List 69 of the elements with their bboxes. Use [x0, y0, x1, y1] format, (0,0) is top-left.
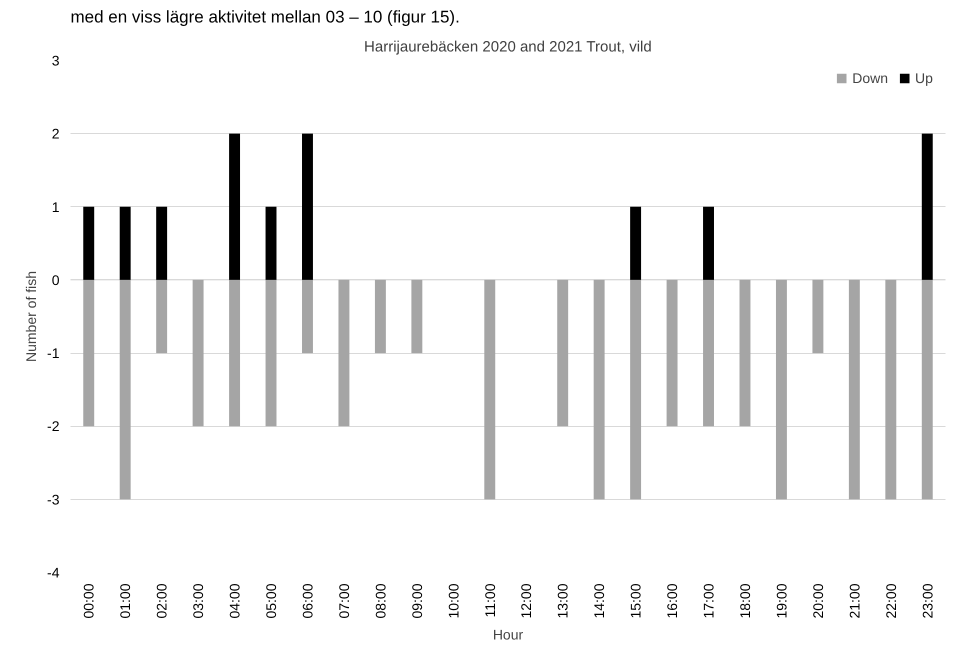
bar: [922, 134, 933, 280]
bar: [156, 206, 168, 280]
x-axis-title: Hour: [492, 626, 524, 643]
x-tick-label: 18:00: [736, 583, 753, 619]
y-tick-label: -3: [47, 491, 60, 508]
x-tick-label: 12:00: [518, 583, 534, 619]
x-tick-label: 09:00: [408, 583, 425, 619]
x-tick-label: 11:00: [482, 583, 498, 618]
y-tick-label: -1: [47, 345, 60, 362]
bar: [229, 134, 240, 280]
bar: [192, 280, 204, 426]
y-axis-title: Number of fish: [23, 270, 40, 362]
bar: [374, 280, 386, 354]
x-tick-label: 07:00: [336, 583, 352, 619]
bar: [83, 280, 94, 426]
y-tick-label: 0: [52, 272, 60, 288]
bar: [229, 280, 240, 426]
x-tick-label: 08:00: [372, 583, 388, 619]
chart-title: Harrijaurebäcken 2020 and 2021 Trout, vild: [364, 38, 652, 56]
bar: [630, 206, 642, 280]
legend-label: Down: [852, 70, 888, 86]
bar: [594, 280, 605, 500]
x-tick-label: 13:00: [554, 583, 571, 619]
y-tick-label: 3: [52, 52, 60, 68]
bar: [266, 206, 276, 280]
y-tick-label: 2: [52, 126, 60, 142]
x-tick-label: 02:00: [154, 583, 170, 619]
bar: [411, 280, 422, 354]
bar: [848, 280, 860, 500]
x-tick-label: 15:00: [628, 583, 644, 619]
bar: [740, 280, 750, 426]
bar: [120, 280, 131, 500]
x-tick-label: 16:00: [664, 583, 680, 619]
x-tick-label: 10:00: [445, 583, 462, 619]
bar: [666, 280, 678, 426]
bar: [266, 280, 276, 426]
y-tick-label: -4: [47, 564, 60, 580]
bar: [302, 280, 313, 354]
x-tick-label: 06:00: [299, 583, 316, 619]
bar: [302, 134, 313, 280]
legend-label: Up: [915, 70, 934, 86]
text: med en viss lägre aktivitet mellan 03 – 10 (figur 15).: [70, 8, 460, 26]
y-tick-label: -2: [47, 418, 60, 434]
x-tick-label: 22:00: [882, 583, 899, 619]
bar: [703, 280, 714, 426]
x-tick-label: 14:00: [591, 583, 608, 619]
bar: [120, 206, 131, 280]
bar: [922, 280, 933, 500]
bar: [885, 280, 896, 500]
y-tick-label: 1: [52, 198, 60, 215]
bar: [812, 280, 824, 354]
bar: [484, 280, 496, 500]
bar: [776, 280, 787, 500]
x-tick-label: 23:00: [919, 583, 936, 619]
x-tick-label: 17:00: [700, 583, 717, 619]
x-tick-label: 05:00: [263, 583, 280, 619]
x-tick-label: 19:00: [773, 583, 790, 619]
bar: [338, 280, 350, 426]
bar: [557, 280, 568, 426]
x-tick-label: 21:00: [846, 583, 862, 619]
bar: [83, 206, 94, 280]
x-tick-label: 01:00: [117, 583, 134, 619]
bar: [703, 206, 714, 280]
x-tick-label: 20:00: [810, 583, 826, 619]
x-tick-label: 03:00: [190, 583, 206, 619]
x-tick-label: 00:00: [80, 583, 97, 619]
bar: [156, 280, 168, 354]
bar: [630, 280, 642, 500]
x-tick-label: 04:00: [226, 583, 243, 619]
